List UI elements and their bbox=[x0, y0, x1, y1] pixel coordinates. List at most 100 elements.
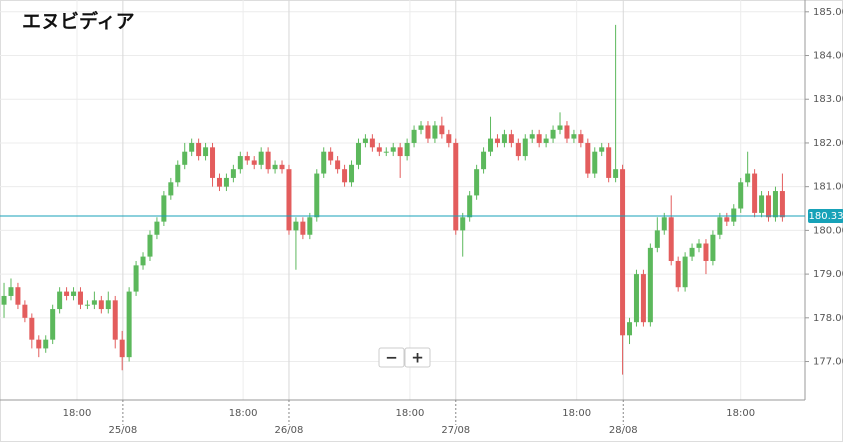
candle-body bbox=[439, 125, 445, 135]
zoom-out-label[interactable]: − bbox=[385, 349, 398, 367]
candle-body bbox=[668, 217, 674, 261]
y-tick-label: 177.00 bbox=[813, 357, 843, 368]
candle-body bbox=[446, 134, 452, 143]
candle-body bbox=[550, 129, 556, 139]
candle-body bbox=[627, 322, 633, 336]
x-tick-label: 18:00 bbox=[229, 408, 258, 419]
candle-body bbox=[766, 195, 772, 218]
candle-body bbox=[91, 300, 97, 305]
candle-body bbox=[536, 134, 542, 143]
candle-body bbox=[98, 300, 104, 310]
candle-body bbox=[279, 164, 285, 170]
candle-body bbox=[571, 134, 577, 139]
day-tick-label: 27/08 bbox=[441, 425, 470, 436]
candle-body bbox=[599, 147, 605, 152]
candle-body bbox=[432, 125, 438, 139]
candle-body bbox=[258, 151, 264, 165]
candle-body bbox=[633, 274, 639, 323]
candle-body bbox=[175, 164, 181, 183]
candle-body bbox=[682, 256, 688, 288]
candle-body bbox=[654, 230, 660, 248]
candle-body bbox=[460, 217, 466, 231]
zoom-in-button[interactable] bbox=[404, 347, 431, 368]
candle-body bbox=[223, 177, 229, 187]
day-tick-label: 25/08 bbox=[108, 425, 137, 436]
candle-body bbox=[425, 125, 431, 139]
day-tick-label: 28/08 bbox=[609, 425, 638, 436]
x-tick-label: 18:00 bbox=[726, 408, 755, 419]
candle-body bbox=[22, 304, 28, 318]
candle-body bbox=[494, 138, 500, 143]
candle-body bbox=[640, 274, 646, 323]
candle-body bbox=[328, 151, 334, 161]
candle-body bbox=[272, 164, 278, 170]
candle-body bbox=[189, 142, 195, 152]
candle-body bbox=[515, 142, 521, 157]
candle-body bbox=[210, 147, 216, 178]
candle-body bbox=[564, 125, 570, 139]
candle-body bbox=[29, 317, 35, 340]
candle-body bbox=[689, 247, 695, 257]
candle-body bbox=[237, 156, 243, 170]
candle-body bbox=[140, 256, 146, 266]
candle-body bbox=[759, 195, 765, 213]
y-tick-label: 182.00 bbox=[813, 138, 843, 149]
candle-body bbox=[105, 300, 111, 310]
candle-body bbox=[696, 243, 702, 248]
candle-body bbox=[453, 142, 459, 231]
candle-body bbox=[196, 142, 202, 157]
candle-body bbox=[161, 195, 167, 222]
y-tick-label: 178.00 bbox=[813, 313, 843, 324]
y-tick-label: 181.00 bbox=[813, 182, 843, 193]
candle-body bbox=[119, 339, 125, 358]
candle-body bbox=[147, 234, 153, 257]
candle-body bbox=[508, 134, 514, 143]
candle-body bbox=[620, 169, 626, 336]
y-tick-label: 183.00 bbox=[813, 94, 843, 105]
y-tick-label: 179.00 bbox=[813, 269, 843, 280]
candle-body bbox=[57, 291, 63, 310]
candle-body bbox=[335, 160, 341, 170]
candle-body bbox=[675, 260, 681, 288]
zoom-controls: − + bbox=[378, 347, 431, 368]
candle-body bbox=[745, 173, 751, 183]
candle-body bbox=[467, 195, 473, 218]
candle-body bbox=[8, 287, 14, 296]
candle-body bbox=[43, 339, 49, 349]
last-price-label: 180.33 bbox=[809, 211, 843, 222]
candle-body bbox=[647, 247, 653, 323]
candle-body bbox=[543, 138, 549, 143]
candle-body bbox=[251, 160, 257, 165]
candle-body bbox=[112, 300, 118, 340]
candle-body bbox=[64, 291, 70, 296]
candle-body bbox=[752, 173, 758, 213]
chart-title: エヌビディア bbox=[22, 10, 135, 33]
candle-body bbox=[36, 339, 42, 349]
candle-body bbox=[293, 221, 299, 231]
candle-body bbox=[397, 147, 403, 157]
candle-body bbox=[230, 169, 236, 178]
candle-body bbox=[362, 138, 368, 143]
candle-body bbox=[355, 142, 361, 165]
candle-body bbox=[84, 304, 90, 306]
candle-body bbox=[133, 265, 139, 292]
candle-body bbox=[1, 295, 7, 305]
candle-body bbox=[703, 243, 709, 261]
candle-body bbox=[168, 182, 174, 196]
y-tick-label: 184.00 bbox=[813, 51, 843, 62]
candle-body bbox=[265, 151, 271, 170]
candle-body bbox=[529, 134, 535, 139]
candle-body bbox=[314, 173, 320, 218]
candle-body bbox=[376, 147, 382, 152]
zoom-in-label[interactable]: + bbox=[411, 349, 424, 367]
candle-body bbox=[411, 129, 417, 143]
candle-body bbox=[71, 291, 77, 296]
candle-body bbox=[307, 217, 313, 235]
candle-body bbox=[474, 169, 480, 196]
candle-body bbox=[661, 217, 667, 231]
candle-body bbox=[522, 138, 528, 157]
candle-body bbox=[126, 291, 132, 358]
zoom-out-button[interactable] bbox=[378, 347, 405, 368]
candle-body bbox=[606, 147, 612, 178]
